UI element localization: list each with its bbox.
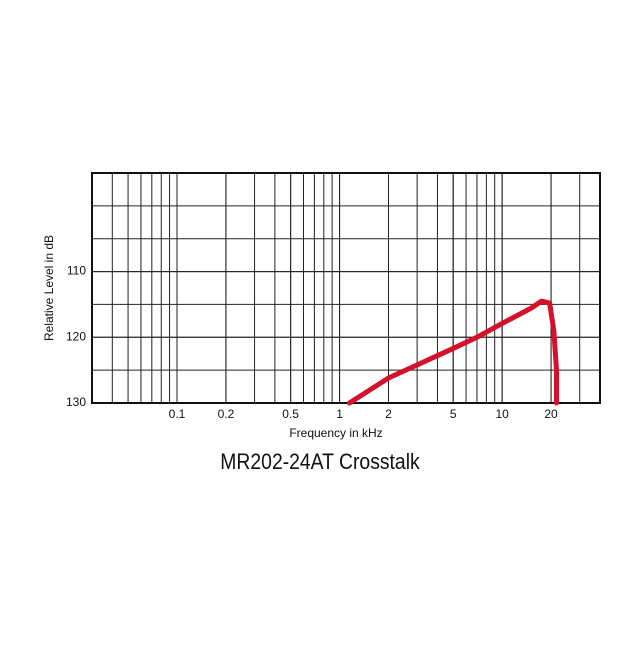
chart-title: MR202-24AT Crosstalk xyxy=(220,450,420,474)
x-tick-label: 1 xyxy=(336,407,343,421)
x-axis-label: Frequency in kHz xyxy=(289,426,382,440)
x-tick-label: 2 xyxy=(385,407,392,421)
line-series xyxy=(346,298,559,406)
y-axis-label: Relative Level in dB xyxy=(42,235,56,341)
x-tick-label: 0.5 xyxy=(282,407,299,421)
x-tick-label: 0.1 xyxy=(169,407,186,421)
plot-frame xyxy=(91,172,601,404)
y-tick-label: 120 xyxy=(66,329,86,343)
y-tick-label: 130 xyxy=(66,395,86,409)
x-tick-label: 10 xyxy=(495,407,509,421)
x-tick-label: 5 xyxy=(450,407,457,421)
x-tick-label: 20 xyxy=(544,407,558,421)
y-tick-label: 110 xyxy=(67,264,86,278)
x-tick-label: 0.2 xyxy=(218,407,235,421)
